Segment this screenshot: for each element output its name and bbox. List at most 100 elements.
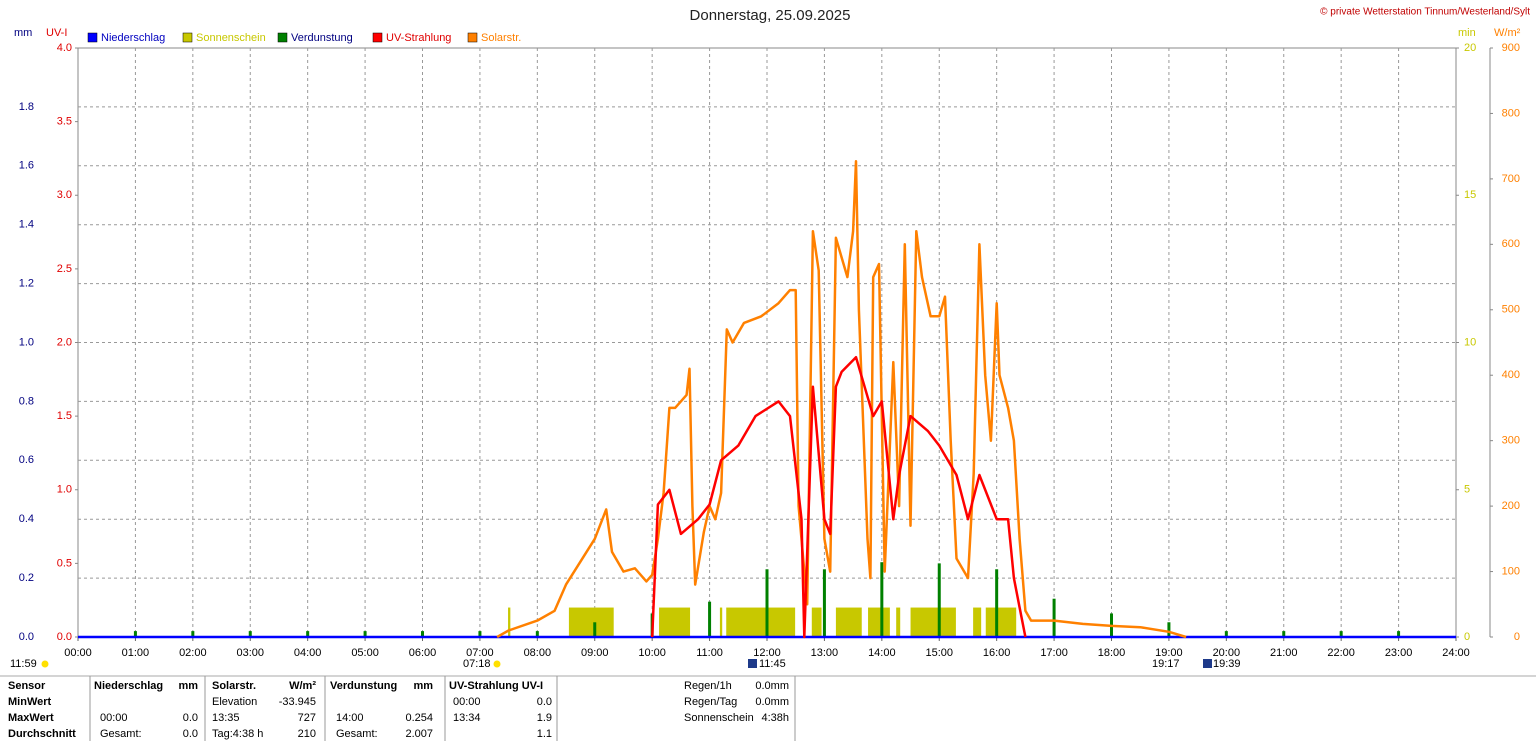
mm-tick-label: 0.4 bbox=[19, 513, 34, 525]
evaporation-bar bbox=[478, 631, 482, 637]
table-cell: 13:34 bbox=[453, 712, 481, 724]
uv-tick-label: 1.0 bbox=[57, 484, 72, 496]
x-tick-label: 06:00 bbox=[409, 647, 437, 659]
x-tick-label: 11:00 bbox=[696, 647, 723, 659]
sunshine-bar bbox=[910, 607, 956, 637]
time-annotation: 11:59 bbox=[10, 658, 37, 670]
mm-tick-label: 1.0 bbox=[19, 336, 34, 348]
table-cell: 0.0 bbox=[183, 728, 198, 740]
wm2-tick-label: 900 bbox=[1502, 42, 1520, 54]
time-annotation: 07:18 bbox=[463, 658, 491, 670]
sunshine-bar bbox=[868, 607, 890, 637]
axis-label-mm: mm bbox=[14, 27, 32, 39]
evaporation-bar bbox=[248, 631, 252, 637]
evaporation-bar bbox=[1397, 631, 1401, 637]
sunshine-bar bbox=[726, 607, 796, 637]
x-tick-label: 18:00 bbox=[1098, 647, 1126, 659]
x-tick-label: 17:00 bbox=[1040, 647, 1068, 659]
summary-label: Regen/1h bbox=[684, 680, 732, 692]
evaporation-bar bbox=[1282, 631, 1286, 637]
mm-tick-label: 0.6 bbox=[19, 454, 34, 466]
table-cell: 13:35 bbox=[212, 712, 240, 724]
evaporation-bar bbox=[1224, 631, 1228, 637]
legend-swatch bbox=[182, 32, 193, 43]
sun-icon bbox=[41, 660, 49, 668]
sunshine-bar bbox=[508, 607, 511, 637]
mm-tick-label: 0.8 bbox=[19, 395, 34, 407]
evaporation-bar bbox=[1052, 598, 1056, 637]
x-tick-label: 14:00 bbox=[868, 647, 896, 659]
series-line bbox=[650, 355, 1027, 639]
uv-tick-label: 0.5 bbox=[57, 557, 72, 569]
x-tick-label: 04:00 bbox=[294, 647, 322, 659]
evaporation-bar bbox=[1167, 622, 1171, 637]
x-tick-label: 22:00 bbox=[1327, 647, 1355, 659]
wm2-tick-label: 500 bbox=[1502, 304, 1520, 316]
time-annotation: 19:17 bbox=[1152, 658, 1180, 670]
evaporation-bar bbox=[708, 601, 712, 637]
sunrise-icon bbox=[493, 660, 501, 668]
table-cell: 1.9 bbox=[537, 712, 552, 724]
axis-label-uv: UV-I bbox=[46, 27, 67, 39]
chart-title: Donnerstag, 25.09.2025 bbox=[690, 7, 851, 24]
mm-tick-label: 0.2 bbox=[19, 572, 34, 584]
sunset-icon bbox=[1203, 659, 1212, 668]
sunshine-bar bbox=[568, 607, 614, 637]
table-cell: 727 bbox=[298, 712, 316, 724]
x-tick-label: 03:00 bbox=[236, 647, 264, 659]
sunshine-bar bbox=[973, 607, 982, 637]
x-tick-label: 01:00 bbox=[122, 647, 150, 659]
evaporation-bar bbox=[421, 631, 424, 637]
copyright: © private Wetterstation Tinnum/Westerlan… bbox=[1320, 7, 1530, 18]
mm-tick-label: 1.2 bbox=[19, 278, 34, 290]
evaporation-bar bbox=[937, 563, 941, 637]
table-cell: 0.0 bbox=[183, 712, 198, 724]
noon-icon bbox=[748, 659, 757, 668]
table-row-label: Durchschnitt bbox=[8, 728, 76, 740]
axis-label-wm2: W/m² bbox=[1494, 27, 1521, 39]
table-header: Solarstr. bbox=[212, 680, 256, 692]
table-header: mm bbox=[178, 680, 198, 692]
min-tick-label: 5 bbox=[1464, 484, 1470, 496]
x-tick-label: 24:00 bbox=[1442, 647, 1470, 659]
mm-tick-label: 1.4 bbox=[19, 219, 34, 231]
mm-tick-label: 0.0 bbox=[19, 631, 34, 643]
summary-value: 0.0mm bbox=[755, 680, 789, 692]
evaporation-bar bbox=[1339, 631, 1343, 637]
table-header: Verdunstung bbox=[330, 680, 397, 692]
evaporation-bar bbox=[363, 631, 367, 637]
legend-swatch bbox=[277, 32, 288, 43]
sunshine-bar bbox=[835, 607, 862, 637]
table-cell: 210 bbox=[298, 728, 316, 740]
sunshine-bar bbox=[659, 607, 691, 637]
sunshine-bar bbox=[985, 607, 1017, 637]
x-tick-label: 00:00 bbox=[64, 647, 92, 659]
wm2-tick-label: 600 bbox=[1502, 238, 1520, 250]
uv-tick-label: 3.5 bbox=[57, 116, 72, 128]
wm2-tick-label: 400 bbox=[1502, 369, 1520, 381]
evaporation-bar bbox=[880, 562, 884, 637]
uv-tick-label: 2.0 bbox=[57, 336, 72, 348]
wm2-tick-label: 300 bbox=[1502, 435, 1520, 447]
axis-label-min: min bbox=[1458, 27, 1476, 39]
legend-label: Verdunstung bbox=[291, 32, 353, 44]
x-tick-label: 23:00 bbox=[1385, 647, 1413, 659]
x-tick-label: 16:00 bbox=[983, 647, 1011, 659]
x-tick-label: 10:00 bbox=[638, 647, 666, 659]
table-header: Niederschlag bbox=[94, 680, 163, 692]
x-tick-label: 08:00 bbox=[524, 647, 552, 659]
min-tick-label: 0 bbox=[1464, 631, 1470, 643]
evaporation-bar bbox=[995, 569, 999, 637]
time-annotation: 19:39 bbox=[1213, 658, 1241, 670]
x-tick-label: 21:00 bbox=[1270, 647, 1298, 659]
summary-label: Regen/Tag bbox=[684, 696, 737, 708]
x-tick-label: 09:00 bbox=[581, 647, 609, 659]
evaporation-bar bbox=[133, 631, 137, 637]
summary-value: 0.0mm bbox=[755, 696, 789, 708]
sunshine-bar bbox=[719, 607, 723, 637]
table-cell: 0.254 bbox=[405, 712, 433, 724]
uv-tick-label: 4.0 bbox=[57, 42, 72, 54]
table-cell: 2.007 bbox=[405, 728, 433, 740]
table-cell: Gesamt: bbox=[336, 728, 378, 740]
sunshine-bar bbox=[811, 607, 822, 637]
